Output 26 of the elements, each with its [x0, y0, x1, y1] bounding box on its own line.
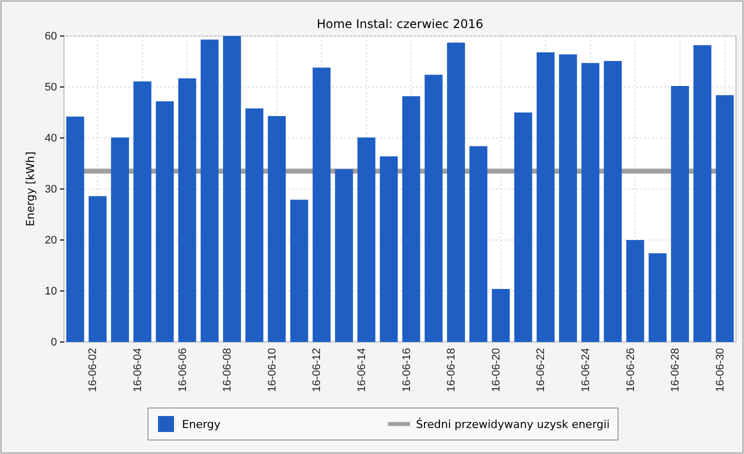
- legend-label: Energy: [182, 418, 221, 431]
- x-tick-label: 16-06-04: [132, 348, 144, 392]
- x-tick-label: 16-06-08: [222, 348, 234, 392]
- chart-title: Home Instal: czerwiec 2016: [316, 17, 484, 31]
- x-tick-label: 16-06-14: [356, 348, 368, 392]
- x-tick-label: 16-06-30: [714, 348, 726, 392]
- x-tick-label: 16-06-16: [400, 348, 413, 392]
- y-tick-label: 30: [44, 184, 57, 196]
- y-tick-label: 10: [44, 286, 57, 298]
- y-tick-label: 20: [44, 234, 57, 247]
- x-tick-label: 16-06-10: [266, 348, 278, 392]
- x-tick-label: 16-06-06: [176, 348, 189, 392]
- x-tick-label: 16-06-18: [446, 348, 458, 392]
- x-tick-label: 16-06-24: [580, 348, 592, 392]
- legend-label: Średni przewidywany uzysk energii: [416, 417, 610, 431]
- x-tick-label: 16-06-26: [624, 348, 637, 392]
- x-tick-label: 16-06-20: [490, 348, 502, 392]
- x-tick-label: 16-06-12: [311, 348, 324, 392]
- y-axis-title: Energy [kWh]: [24, 152, 37, 226]
- x-tick-label: 16-06-02: [87, 348, 100, 392]
- x-tick-label: 16-06-22: [535, 348, 548, 392]
- y-tick-label: 40: [44, 132, 57, 145]
- y-tick-label: 60: [44, 30, 57, 43]
- y-tick-label: 0: [50, 336, 57, 349]
- x-tick-label: 16-06-28: [670, 348, 682, 392]
- y-tick-label: 50: [44, 82, 57, 94]
